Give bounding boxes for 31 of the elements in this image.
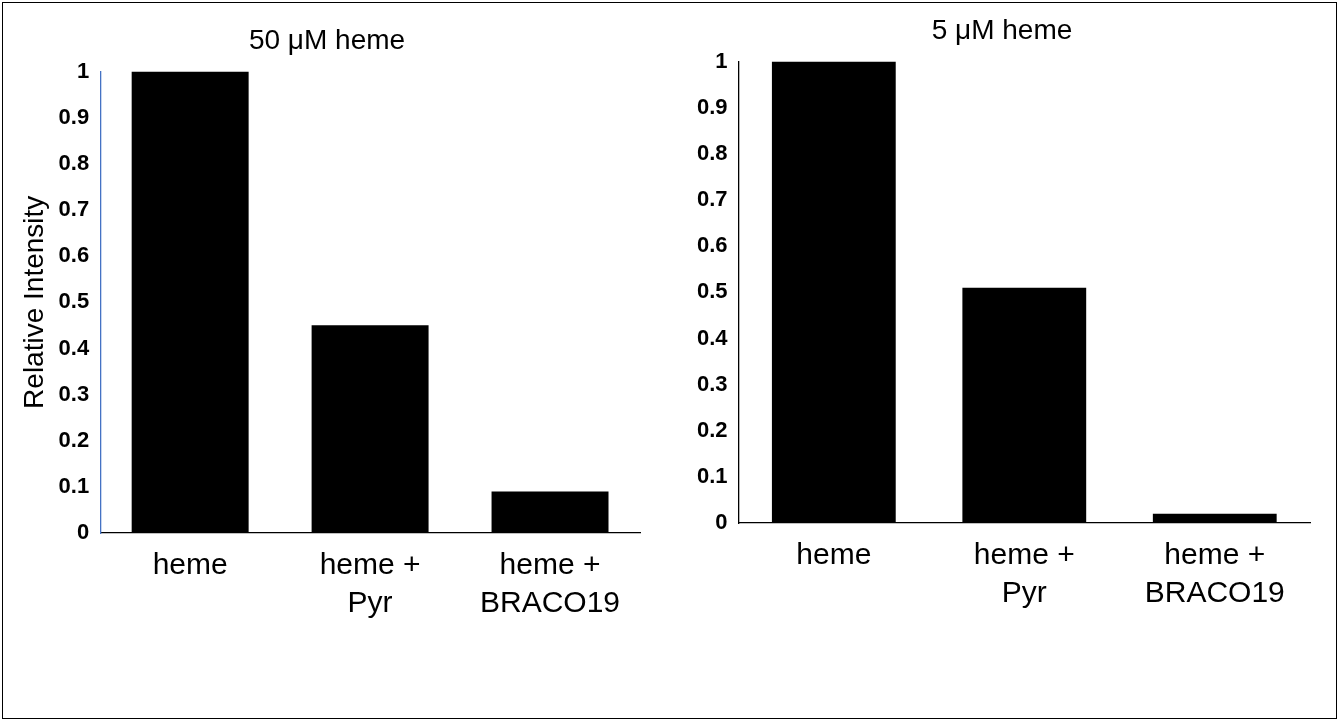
y-tick-label: 0.7 [696,186,728,212]
y-tick-label: 0.9 [58,103,90,129]
chart-title: 50 μM heme [248,23,406,55]
y-tick-label: 0.8 [696,139,728,165]
y-tick-label: 0.5 [58,288,90,314]
y-tick-label: 1 [715,47,728,73]
y-tick-label: 0.7 [58,196,90,222]
x-tick-label: heme + BRACO19 [480,547,621,618]
y-tick-label: 0 [715,509,728,535]
y-tick-label: 0 [76,519,90,545]
y-tick-label: 0.1 [58,472,90,498]
chart-title: 5 μM heme [931,13,1073,45]
x-tick-label: heme + Pyr [319,547,421,618]
x-tick-label: heme [152,547,228,581]
y-tick-label: 0.6 [696,232,728,258]
x-tick-label: heme + BRACO19 [1144,537,1285,608]
y-tick-label: 0.5 [696,278,728,304]
y-tick-label: 0.4 [58,334,90,360]
x-tick-label: heme + Pyr [973,537,1075,608]
y-tick-label: 1 [76,57,90,83]
y-tick-label: 0.2 [696,416,728,442]
y-axis-title: Relative Intensity [17,195,49,409]
y-tick-label: 0.3 [696,370,728,396]
y-tick-label: 0.4 [696,324,729,350]
y-tick-label: 0.8 [58,149,90,175]
x-tick-label: heme [796,537,872,571]
y-tick-label: 0.9 [696,93,728,119]
y-tick-label: 0.3 [58,380,90,406]
y-tick-label: 0.6 [58,242,90,268]
y-tick-label: 0.2 [58,426,90,452]
y-tick-label: 0.1 [696,462,728,488]
